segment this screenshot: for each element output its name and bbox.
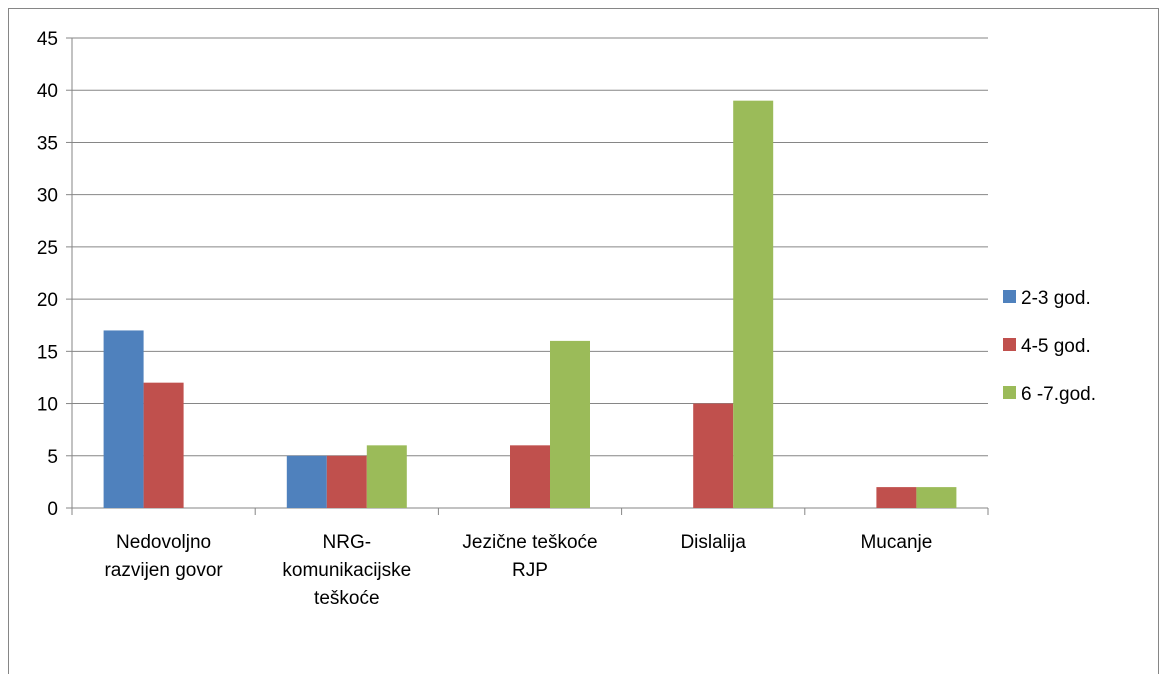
x-category-label: Dislalija [680,532,746,553]
legend-label: 2-3 god. [1021,288,1091,309]
bar [693,403,734,508]
bar [510,445,550,508]
bar [286,455,327,508]
y-tick-label: 30 [37,186,58,207]
y-tick-label: 45 [37,29,58,50]
legend-swatch [1003,338,1016,351]
bar [143,382,184,508]
bar [733,100,774,509]
y-tick-label: 20 [37,290,58,311]
x-category-label: teškoće [314,588,379,609]
x-category-label: komunikacijske [282,560,411,581]
y-tick-label: 40 [37,81,58,102]
bar [366,445,407,508]
y-tick-label: 25 [37,238,58,259]
y-tick-label: 35 [37,133,58,154]
legend-swatch [1003,290,1016,303]
legend-swatch [1003,386,1016,399]
x-category-label: Mucanje [860,532,932,553]
y-tick-label: 0 [47,499,58,520]
x-category-label: RJP [512,560,548,581]
x-category-label: NRG- [323,532,372,553]
bar [326,455,367,508]
x-category-label: razvijen govor [104,560,223,581]
x-category-label: Jezične teškoće [462,532,597,553]
y-tick-label: 10 [37,395,58,416]
bar [103,330,144,508]
y-tick-label: 15 [37,342,58,363]
legend-label: 6 -7.god. [1021,384,1096,405]
legend-label: 4-5 god. [1021,336,1091,357]
bar [876,487,917,508]
bar [916,487,957,508]
x-category-label: Nedovoljno [116,532,211,553]
y-tick-label: 5 [47,447,58,468]
bar [550,340,590,508]
